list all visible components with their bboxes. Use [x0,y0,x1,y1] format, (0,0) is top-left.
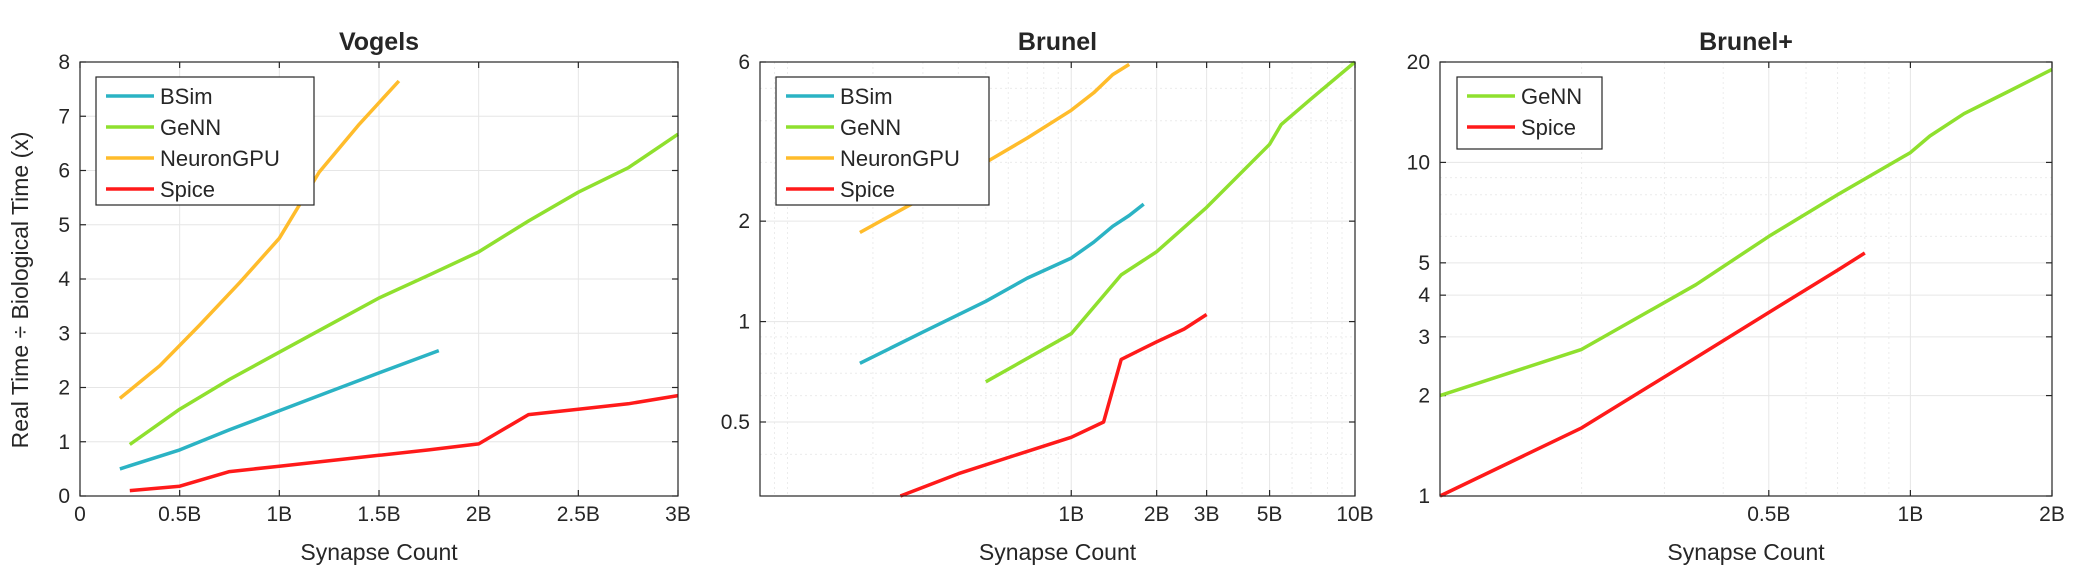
legend: BSim GeNN NeuronGPU Spice [775,76,990,206]
y-tick-label: 2 [738,210,750,233]
legend-label-neurongpu: NeuronGPU [840,146,960,171]
series-line-bsim [119,348,440,471]
y-tick-label: 6 [58,160,70,183]
series-line-neurongpu [118,79,401,400]
x-axis-label: Synapse Count [300,539,458,565]
series-line-spice [129,393,679,493]
chart-brunel: 1B 2B 3B 5B 10B 0.5 1 2 6 Brunel Synapse Count BSim… [721,28,1374,565]
x-tick-label: 2B [466,503,492,526]
x-tick-label: 1B [266,503,292,526]
y-tick-label: 1 [738,311,750,334]
y-tick-label: 7 [58,105,70,128]
y-tick-label: 20 [1407,51,1430,74]
x-tick-label: 0 [74,503,86,526]
x-axis-label: Synapse Count [1667,539,1825,565]
legend-box [1456,76,1603,150]
x-tick-label: 1.5B [357,503,400,526]
y-tick-label: 8 [58,51,70,74]
series-line-spice [899,313,1208,498]
legend-box [95,76,315,206]
plot-frame [759,61,1356,497]
series-line-genn [984,60,1357,384]
x-tick-label: 2B [2039,503,2065,526]
y-tick-label: 0 [58,485,70,508]
legend-label-genn: GeNN [160,115,221,140]
legend: GeNN Spice [1456,76,1603,150]
legend-box [775,76,990,206]
x-tick-label: 5B [1257,503,1283,526]
y-tick-label: 5 [1418,252,1430,275]
x-tick-label: 1B [1898,503,1924,526]
series-line-spice [1439,251,1866,498]
chart-title: Brunel [1018,28,1097,56]
x-tick-label: 2.5B [557,503,600,526]
y-tick-label: 1 [1418,485,1430,508]
legend-label-bsim: BSim [840,84,893,109]
y-axis-label: Real Time ÷ Biological Time (x) [7,132,33,449]
series-line-genn [1439,67,2053,398]
x-axis-label: Synapse Count [979,539,1137,565]
x-tick-label: 3B [1194,503,1220,526]
legend-label-bsim: BSim [160,84,213,109]
y-tick-label: 2 [1418,385,1430,408]
chart-title: Vogels [339,28,419,56]
legend: BSim GeNN NeuronGPU Spice [95,76,315,206]
y-tick-label: 5 [58,214,70,237]
series-line-genn [128,132,679,446]
x-tick-label: 1B [1058,503,1084,526]
plot-frame [1439,61,2053,497]
chart-vogels: 0 0.5B 1B 1.5B 2B 2.5B 3B 0 1 2 3 4 5 6 7 8 Vogels Synaps… [58,28,691,565]
x-tick-label: 0.5B [1747,503,1790,526]
x-tick-label: 2B [1144,503,1170,526]
y-tick-label: 2 [58,377,70,400]
y-tick-label: 6 [738,51,750,74]
legend-label-spice: Spice [840,177,895,202]
series-line-bsim [859,202,1145,365]
chart-brunel-: 0.5B 1B 2B 1 2 3 4 5 10 20 Brunel+ Synapse Count GeN… [1407,28,2065,565]
legend-label-genn: GeNN [840,115,901,140]
y-tick-label: 3 [58,322,70,345]
legend-label-spice: Spice [1521,115,1576,140]
y-tick-label: 1 [58,431,70,454]
plot-frame [79,61,679,497]
x-tick-label: 10B [1336,503,1373,526]
y-tick-label: 4 [1418,284,1430,307]
legend-label-neurongpu: NeuronGPU [160,146,280,171]
y-tick-label: 4 [58,268,70,291]
chart-title: Brunel+ [1699,28,1793,56]
y-tick-label: 3 [1418,326,1430,349]
y-tick-label: 0.5 [721,411,750,434]
legend-label-spice: Spice [160,177,215,202]
y-tick-label: 10 [1407,151,1430,174]
x-tick-label: 3B [665,503,691,526]
x-tick-label: 0.5B [158,503,201,526]
legend-label-genn: GeNN [1521,84,1582,109]
